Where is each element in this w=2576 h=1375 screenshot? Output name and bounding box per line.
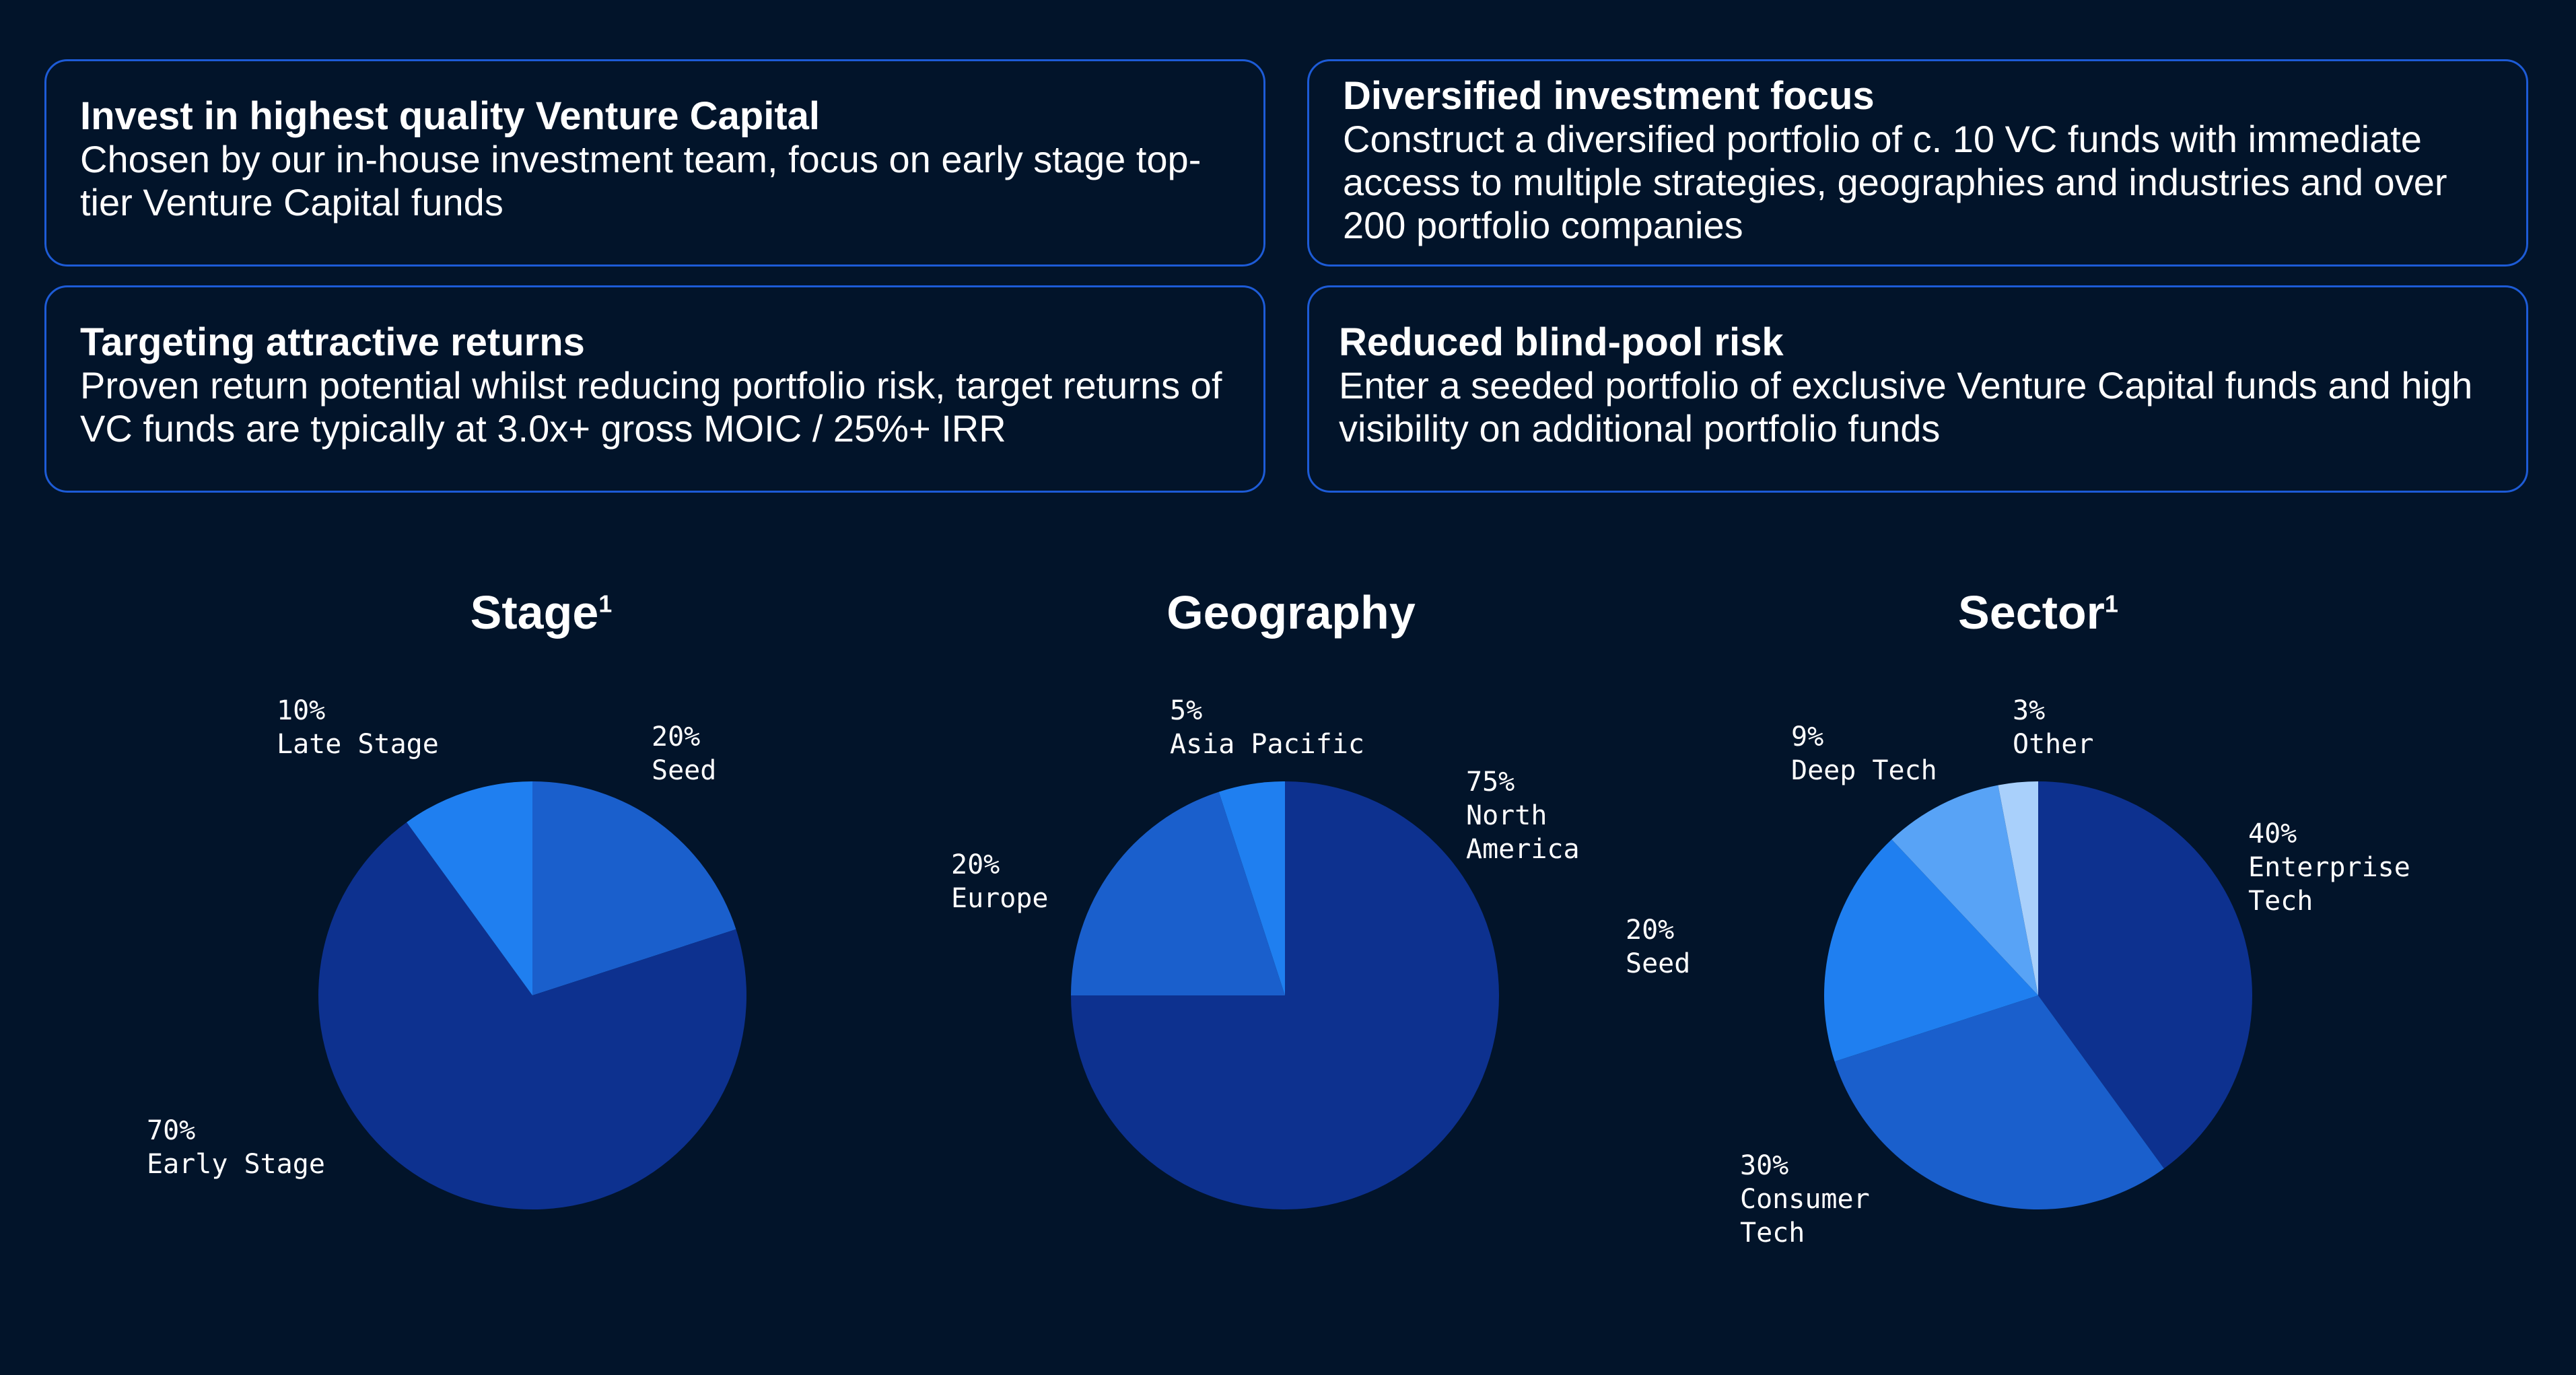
card-title: Diversified investment focus <box>1343 74 1875 118</box>
card-invest-quality: Invest in highest quality Venture Capita… <box>44 59 1265 267</box>
card-title: Reduced blind-pool risk <box>1339 320 1784 364</box>
card-diversified-focus: Diversified investment focus Construct a… <box>1307 59 2528 267</box>
slice-label-enterprise-tech: 40% Enterprise Tech <box>2248 818 2410 917</box>
footnote-marker: 1 <box>2104 590 2118 618</box>
slice-label-late-stage: 10% Late Stage <box>277 695 439 760</box>
chart-title-sector: Sector1 <box>1803 586 2274 639</box>
slice-label-europe: 20% Europe <box>951 849 1049 914</box>
card-body: Chosen by our in-house investment team, … <box>80 138 1202 223</box>
pie-slice-enterprise-tech <box>2038 781 2252 1169</box>
pie-slice-unlabeled <box>1823 839 2038 1062</box>
pie-slice-other <box>1998 781 2038 995</box>
card-body: Enter a seeded portfolio of exclusive Ve… <box>1339 364 2473 450</box>
pie-slice-late-stage <box>407 781 532 995</box>
chart-title-text: Sector <box>1958 586 2105 639</box>
card-body: Proven return potential whilst reducing … <box>80 364 1222 450</box>
pie-slice-consumer-tech <box>1834 995 2164 1210</box>
slice-label-early-stage: 70% Early Stage <box>147 1115 325 1180</box>
chart-title-text: Stage <box>470 586 599 639</box>
chart-title-geography: Geography <box>1055 586 1527 639</box>
slice-label-asia-pacific: 5% Asia Pacific <box>1170 695 1364 760</box>
slice-label-north-america: 75% North America <box>1466 767 1580 865</box>
slice-label-deep-tech: 9% Deep Tech <box>1791 721 1937 786</box>
slice-label-consumer-tech: 30% Consumer Tech <box>1740 1150 1870 1248</box>
card-title: Targeting attractive returns <box>80 320 585 364</box>
pie-slice-europe <box>1071 791 1285 995</box>
card-body: Construct a diversified portfolio of c. … <box>1343 118 2447 246</box>
pie-slice-early-stage <box>318 822 746 1209</box>
chart-title-stage: Stage1 <box>306 586 777 639</box>
footnote-marker: 1 <box>598 590 613 618</box>
card-title: Invest in highest quality Venture Capita… <box>80 94 820 138</box>
card-attractive-returns: Targeting attractive returns Proven retu… <box>44 285 1265 493</box>
pie-slice-seed <box>532 781 736 995</box>
pie-slice-deep-tech <box>1891 785 2038 995</box>
slice-label-seed: 20% Seed <box>652 721 716 786</box>
card-blind-pool-risk: Reduced blind-pool risk Enter a seeded p… <box>1307 285 2528 493</box>
chart-title-text: Geography <box>1167 586 1416 639</box>
slice-label-other: 3% Other <box>2013 695 2093 760</box>
pie-slice-asia-pacific <box>1218 781 1285 995</box>
stray-label-seed: 20% Seed <box>1626 915 1690 979</box>
